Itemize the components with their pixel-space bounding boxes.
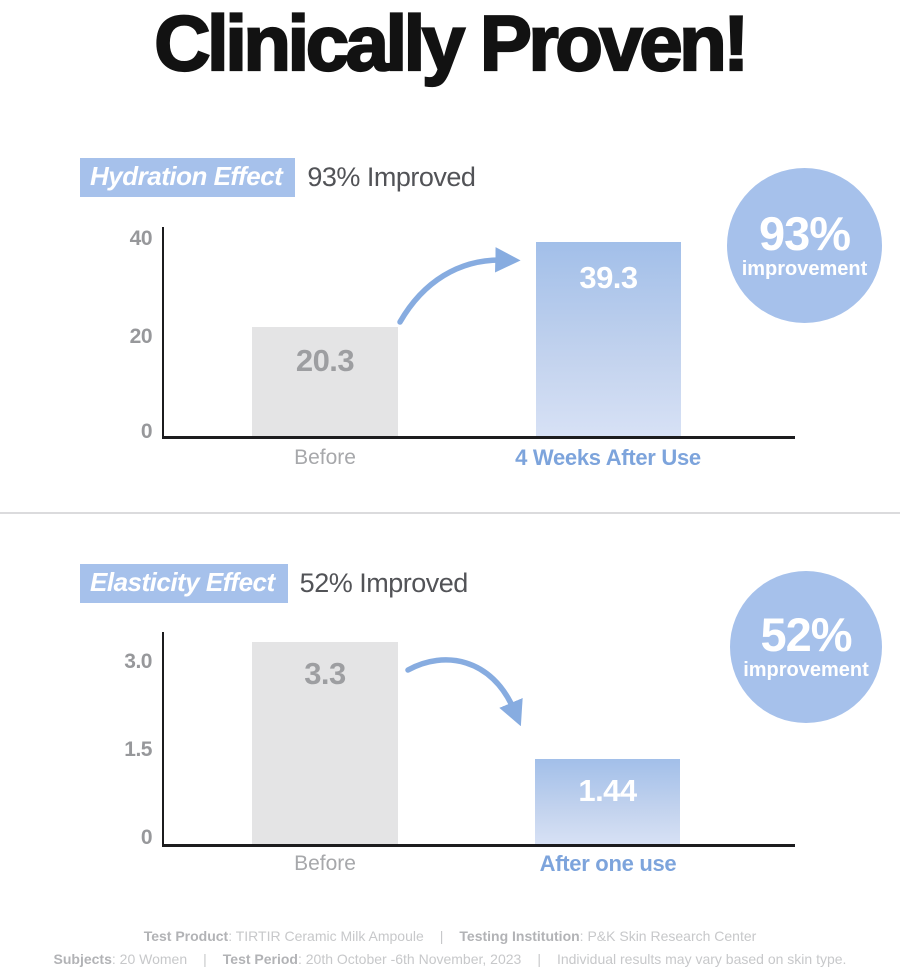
hydration-improved-text: 93% Improved [307,162,476,192]
hydration-label-before: Before [294,446,356,469]
hydration-badge-caption: improvement [741,257,868,280]
elasticity-badge-percent: 52% [760,608,852,661]
footer-disclaimer: Individual results may vary based on ski… [556,951,847,967]
section-divider [0,512,900,514]
elasticity-section-header: Elasticity Effect 52% Improved [80,564,468,603]
hydration-section-header: Hydration Effect 93% Improved [80,158,476,197]
footer-test-product-value: : TIRTIR Ceramic Milk Ampoule [228,928,424,944]
hydration-before-value: 20.3 [295,343,355,378]
page-title: Clinically Proven! [153,0,750,88]
footer-subjects-label: Subjects [53,951,112,967]
hydration-after-bar: 39.3 [536,242,681,436]
footer-separator: | [439,928,444,944]
hydration-effect-badge: Hydration Effect [80,158,296,197]
elasticity-effect-badge: Elasticity Effect [80,564,288,603]
hydration-ytick-40: 40 [129,227,153,250]
elasticity-label-after: After one use [539,851,677,876]
decrease-arrow-icon [405,657,523,727]
footer-line-1: Test Product: TIRTIR Ceramic Milk Ampoul… [0,928,900,945]
elasticity-before-bar: 3.3 [252,642,398,844]
hydration-x-axis [162,436,795,439]
elasticity-badge-caption: improvement [743,659,869,681]
elasticity-before-value: 3.3 [304,656,346,691]
elasticity-improved-text: 52% Improved [299,568,469,598]
hydration-before-bar: 20.3 [252,327,398,436]
hydration-improvement-badge: 93% improvement [727,168,882,323]
footer-line-2: Subjects: 20 Women | Test Period: 20th Oct… [0,951,900,968]
footer-separator: | [203,951,207,967]
elasticity-x-axis [162,844,795,847]
hydration-badge-percent: 93% [758,206,851,260]
hydration-y-axis [162,227,164,437]
elasticity-label-before: Before [294,852,356,875]
footer-test-period-value: : 20th October -6th November, 2023 [297,951,522,967]
elasticity-y-axis [162,632,164,845]
footer-separator: | [537,951,541,967]
elasticity-improvement-badge: 52% improvement [730,571,882,723]
footer-test-product-label: Test Product [143,928,229,944]
increase-arrow-icon [397,247,521,325]
hydration-ytick-0: 0 [140,420,153,443]
elasticity-after-value: 1.44 [578,773,637,808]
elasticity-after-bar: 1.44 [535,759,680,844]
elasticity-ytick-15: 1.5 [124,738,152,761]
footer-subjects-value: : 20 Women [111,951,188,967]
footer-test-period-label: Test Period [222,951,298,967]
hydration-after-value: 39.3 [579,260,638,295]
hydration-ytick-20: 20 [129,325,153,348]
hydration-label-after: 4 Weeks After Use [515,445,701,470]
elasticity-ytick-0: 0 [140,826,153,849]
footer-institution-label: Testing Institution [459,928,580,944]
footer-institution-value: : P&K Skin Research Center [579,928,757,944]
elasticity-ytick-3: 3.0 [124,650,152,673]
